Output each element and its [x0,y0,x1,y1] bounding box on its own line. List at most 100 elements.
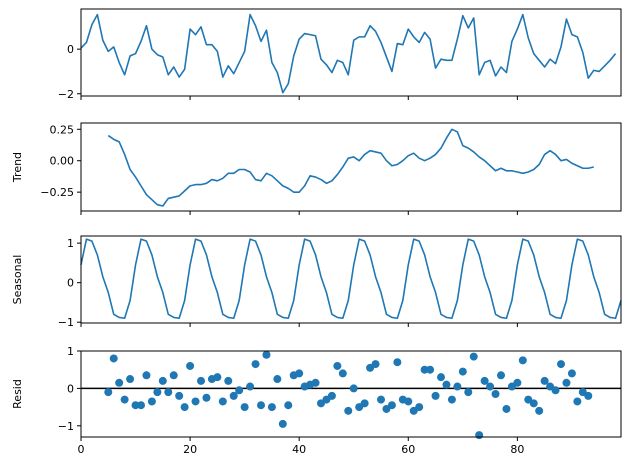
resid-axes-frame [80,350,622,438]
resid-point [213,373,222,382]
y-tick-label: −0.25 [40,186,74,199]
y-tick-label: −1 [58,316,74,329]
resid-point [360,399,369,408]
resid-point [278,419,287,428]
y-tick-label: 0 [67,277,74,290]
resid-point [202,393,211,402]
observed-series-line [80,13,617,94]
resid-point [344,406,353,415]
resid-point [338,369,347,378]
resid-point [251,360,260,369]
resid-point [458,367,467,376]
x-tick-label: 80 [510,443,524,456]
resid-point [197,376,205,385]
seasonal-ylabel: Seasonal [11,255,24,305]
resid-point [431,391,440,400]
resid-point [387,401,396,410]
resid-point [295,369,304,378]
resid-point [284,401,293,410]
resid-point [480,376,489,385]
resid-ylabel: Resid [11,379,24,409]
resid-point [240,403,249,412]
resid-point [175,391,184,400]
resid-point [267,403,276,412]
resid-point [475,431,484,440]
resid-point [404,397,413,406]
resid-point [573,397,582,406]
resid-point [311,378,320,387]
resid-point [393,358,402,367]
resid-point [437,373,445,382]
resid-point [584,391,593,400]
resid-point [502,404,511,413]
y-tick-label: 0 [67,43,74,56]
panel-seasonal: −1 0 1 Seasonal [11,235,622,329]
resid-point [349,384,358,393]
resid-point [147,397,156,406]
resid-point [486,382,495,391]
resid-point [415,403,424,412]
resid-point [447,395,456,404]
resid-point [180,403,189,412]
resid-point [518,356,527,365]
y-tick-label: 1 [67,345,74,358]
panel-trend: −0.25 0.00 0.25 Trend [11,122,622,215]
resid-point [224,376,233,385]
x-tick-label: 40 [292,443,306,456]
resid-point [218,397,227,406]
resid-point [164,388,173,397]
resid-point [137,401,145,410]
y-tick-label: 1 [67,237,74,250]
resid-point [120,395,129,404]
trend-ylabel: Trend [11,152,24,183]
resid-point [246,382,255,391]
y-tick-label: −2 [58,88,74,101]
resid-point [551,386,560,395]
resid-point [540,376,549,385]
resid-point [371,360,380,369]
resid-point [126,375,135,384]
resid-point [426,365,435,374]
seasonal-axes-frame [80,235,622,324]
resid-point [535,406,544,415]
resid-point [491,390,500,398]
resid-point [104,388,113,397]
resid-point [513,378,522,387]
resid-point [377,395,385,404]
resid-point [169,371,178,380]
resid-point [273,375,282,384]
resid-point [469,352,478,361]
y-tick-label: 0 [67,382,74,395]
x-tick-label: 0 [78,443,85,456]
resid-point [557,360,565,369]
resid-point [142,371,151,380]
resid-point [229,391,238,400]
resid-point [158,376,167,385]
x-tick-label: 60 [401,443,415,456]
panel-observed: −2 0 [58,8,622,101]
resid-point [235,386,244,395]
y-tick-label: 0.00 [50,155,75,168]
x-tick-label: 20 [183,443,197,456]
trend-axes-frame [80,122,622,212]
resid-point [191,397,200,406]
resid-point [567,369,576,378]
seasonal-series-line [80,238,622,320]
resid-point [442,380,451,389]
resid-point [153,388,162,397]
resid-point [257,401,265,410]
resid-point [562,378,571,387]
resid-point [464,388,473,397]
resid-point [186,361,195,370]
resid-point [497,371,505,380]
resid-point [529,399,538,408]
resid-point [262,350,271,359]
y-tick-label: −1 [58,420,74,433]
trend-series-line [107,128,594,207]
resid-point [453,382,462,391]
y-tick-label: 0.25 [50,123,75,136]
resid-point [109,354,118,363]
resid-point [333,361,342,370]
